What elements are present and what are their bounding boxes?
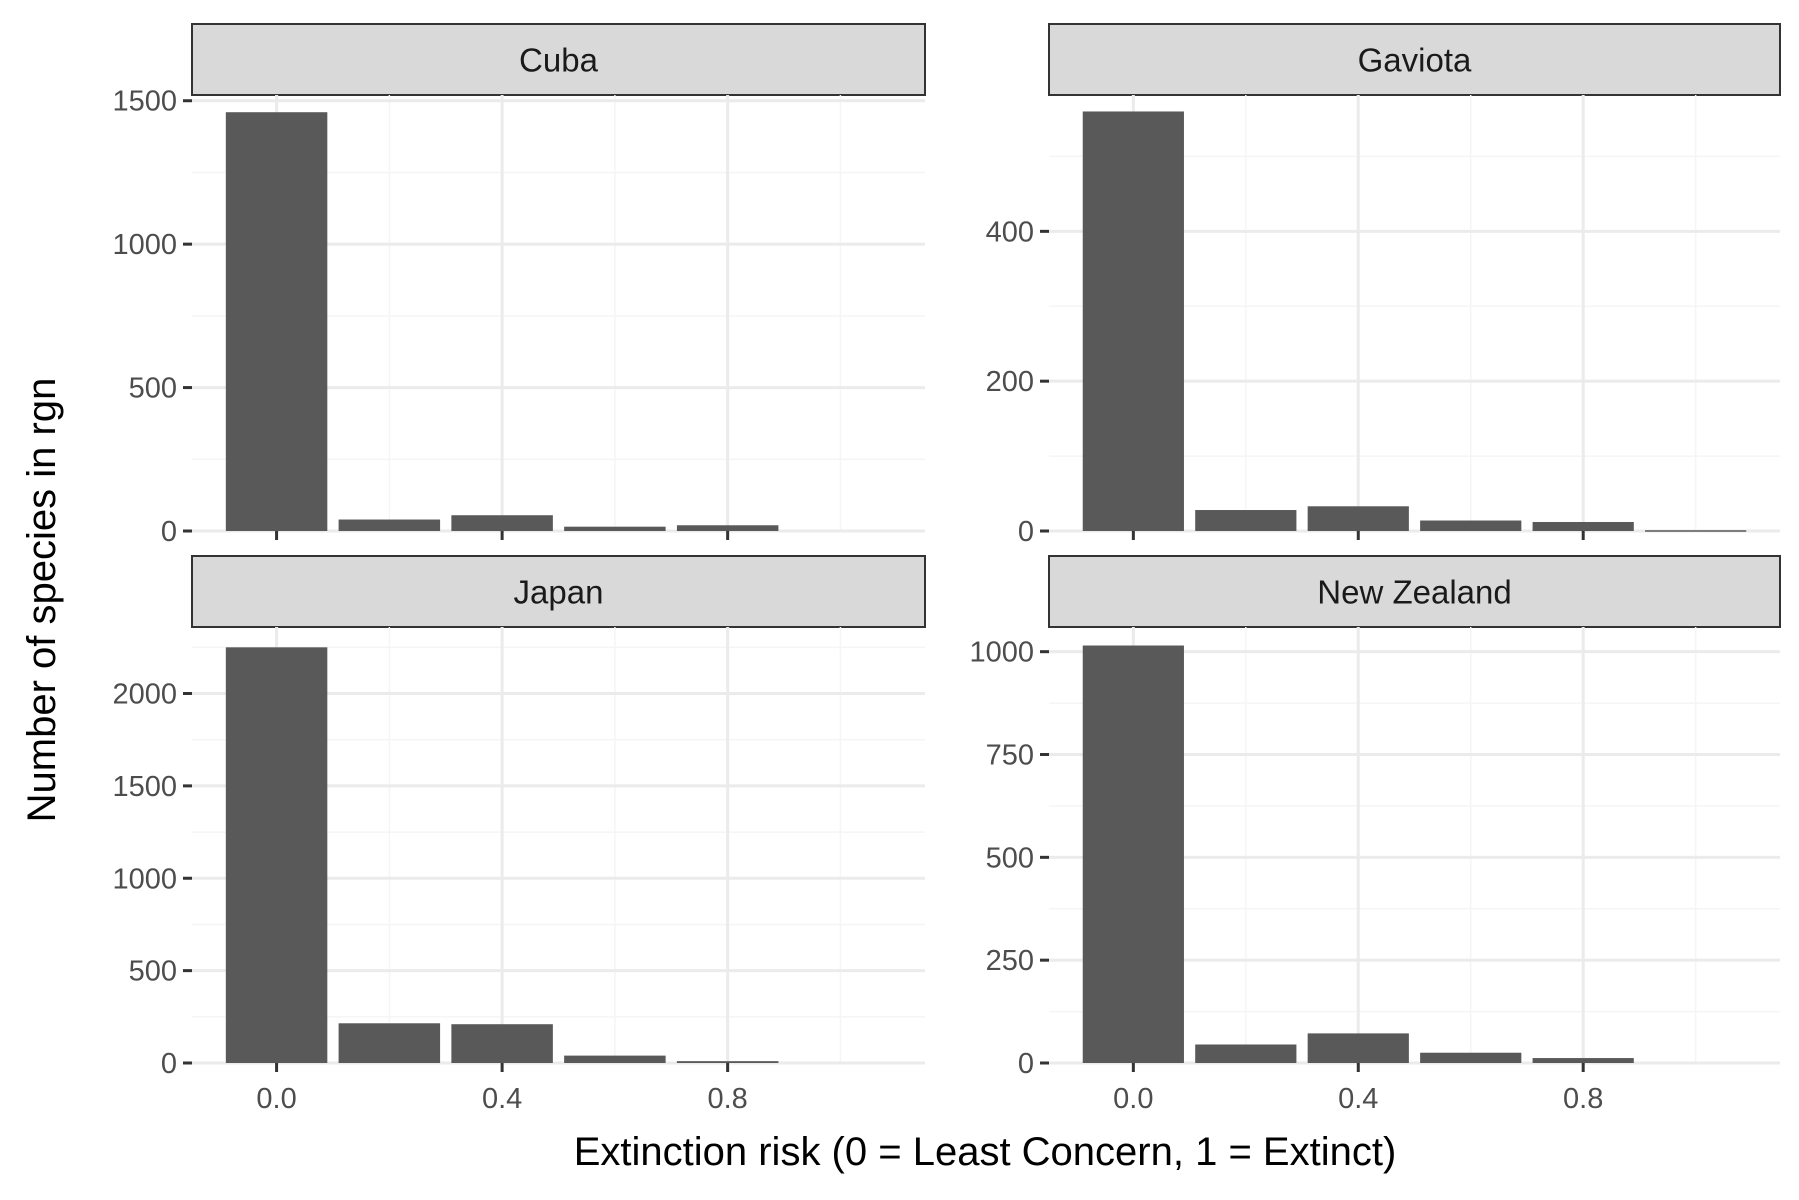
facet-panels: Cuba 0 500 1000 1500 Gaviota 0 200 400 Japan 0 500 1… [112, 23, 1781, 1115]
bar [1645, 530, 1747, 532]
bar [676, 525, 779, 531]
y-tick-label: 0 [161, 1048, 177, 1080]
facet-strip [191, 555, 926, 628]
y-tick-label: 2000 [112, 679, 177, 711]
y-tick-label: 1000 [112, 229, 177, 261]
y-axis: 0 250 500 750 1000 [969, 637, 1049, 1080]
y-axis: 0 500 1000 1500 2000 [112, 679, 192, 1080]
y-tick-label: 400 [986, 216, 1034, 248]
x-tick-label: 0.8 [1563, 1083, 1603, 1115]
facet-strip [1048, 555, 1781, 628]
bar [1532, 522, 1634, 531]
bar [1082, 645, 1184, 1063]
y-tick-label: 1500 [112, 771, 177, 803]
bar [1195, 1044, 1297, 1063]
bar [225, 647, 328, 1063]
x-axis-title: Extinction risk (0 = Least Concern, 1 = … [574, 1130, 1397, 1174]
bars [225, 112, 779, 532]
bar [338, 519, 441, 531]
y-tick-label: 500 [986, 842, 1034, 874]
y-tick-label: 0 [1018, 1048, 1034, 1080]
facet-strip [191, 23, 926, 96]
y-tick-label: 500 [129, 373, 177, 405]
bar [564, 526, 666, 531]
bar [1082, 111, 1184, 531]
y-tick-label: 0 [161, 516, 177, 548]
y-tick-label: 1000 [112, 863, 177, 895]
bar [1532, 1058, 1634, 1063]
y-tick-label: 500 [129, 956, 177, 988]
bar [451, 515, 553, 531]
bars [225, 647, 779, 1063]
facet-strip [1048, 23, 1781, 96]
bar [1195, 510, 1297, 531]
x-tick-label: 0.4 [1338, 1083, 1378, 1115]
y-axis-title: Number of species in rgn [20, 378, 64, 823]
y-axis: 0 500 1000 1500 [112, 86, 192, 548]
facet-title: Japan [514, 574, 604, 611]
bar [1420, 520, 1522, 531]
x-axis: 0.0 0.4 0.8 [1113, 1063, 1603, 1115]
facet-title: Gaviota [1358, 42, 1472, 79]
y-tick-label: 200 [986, 366, 1034, 398]
y-tick-label: 0 [1018, 516, 1034, 548]
bar [1420, 1052, 1522, 1063]
bars [1082, 111, 1747, 532]
x-axis: 0.0 0.4 0.8 [256, 1063, 748, 1115]
y-axis: 0 200 400 [986, 216, 1049, 548]
bars [1082, 645, 1634, 1063]
x-tick-label: 0.0 [256, 1083, 296, 1115]
bar [1307, 1033, 1409, 1063]
facet-cuba: Cuba 0 500 1000 1500 [112, 23, 926, 548]
bar [225, 112, 328, 532]
facet-new-zealand: New Zealand 0 250 500 750 1000 0.0 0.4 0.8 [969, 555, 1781, 1115]
bar [676, 1061, 779, 1063]
y-tick-label: 250 [986, 945, 1034, 977]
bar [564, 1055, 666, 1063]
bar [451, 1024, 553, 1063]
x-axis [1131, 531, 1585, 540]
facet-gaviota: Gaviota 0 200 400 [986, 23, 1781, 548]
x-tick-label: 0.0 [1113, 1083, 1153, 1115]
bar [1307, 506, 1409, 531]
facet-japan: Japan 0 500 1000 1500 2000 0.0 0.4 0.8 [112, 555, 926, 1115]
x-tick-label: 0.4 [482, 1083, 522, 1115]
x-axis [275, 531, 730, 540]
bar [338, 1023, 441, 1063]
y-tick-label: 1000 [969, 637, 1034, 669]
facet-title: Cuba [519, 42, 599, 79]
x-tick-label: 0.8 [707, 1083, 747, 1115]
y-tick-label: 750 [986, 740, 1034, 772]
y-tick-label: 1500 [112, 86, 177, 118]
facet-title: New Zealand [1317, 574, 1511, 611]
